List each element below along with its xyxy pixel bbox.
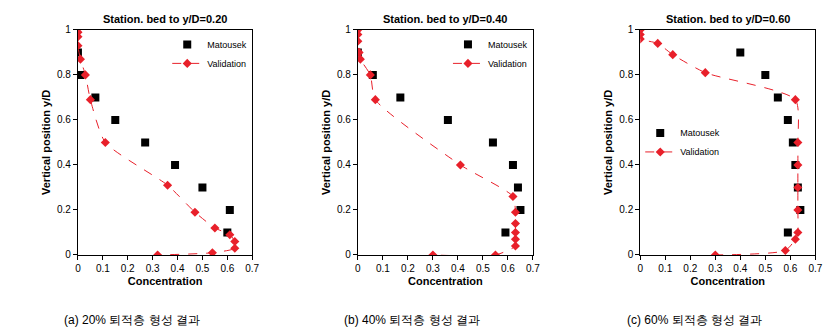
svg-text:(b) 40% 퇴적층 형성 결과: (b) 40% 퇴적층 형성 결과: [344, 313, 480, 327]
svg-text:0.2: 0.2: [121, 263, 135, 274]
svg-text:(a) 20% 퇴적층 형성 결과: (a) 20% 퇴적층 형성 결과: [64, 313, 200, 327]
svg-text:Vertical position y/D: Vertical position y/D: [602, 90, 614, 195]
svg-text:0.1: 0.1: [96, 263, 110, 274]
svg-text:0: 0: [355, 263, 361, 274]
svg-text:0.7: 0.7: [526, 263, 540, 274]
svg-text:0.1: 0.1: [376, 263, 390, 274]
svg-text:0.4: 0.4: [171, 263, 185, 274]
svg-text:0.2: 0.2: [401, 263, 415, 274]
svg-text:0: 0: [637, 263, 643, 274]
svg-text:Concentration: Concentration: [128, 275, 203, 287]
svg-text:1: 1: [628, 24, 634, 35]
svg-text:0.1: 0.1: [658, 263, 672, 274]
svg-text:0.3: 0.3: [146, 263, 160, 274]
svg-text:0.4: 0.4: [337, 159, 351, 170]
svg-text:0.7: 0.7: [245, 263, 259, 274]
svg-text:0.7: 0.7: [808, 263, 822, 274]
svg-text:Matousek: Matousek: [680, 128, 720, 138]
svg-text:0.6: 0.6: [783, 263, 797, 274]
svg-text:1: 1: [65, 24, 71, 35]
svg-text:0.8: 0.8: [57, 69, 71, 80]
svg-text:Concentration: Concentration: [408, 275, 483, 287]
svg-text:0: 0: [628, 249, 634, 260]
svg-text:Station. bed to y/D=0.20: Station. bed to y/D=0.20: [103, 13, 227, 25]
svg-text:0.5: 0.5: [195, 263, 209, 274]
svg-text:0.3: 0.3: [708, 263, 722, 274]
svg-text:Station. bed to y/D=0.40: Station. bed to y/D=0.40: [383, 13, 507, 25]
svg-text:0: 0: [65, 249, 71, 260]
svg-text:Validation: Validation: [207, 59, 246, 69]
svg-text:0.4: 0.4: [451, 263, 465, 274]
svg-text:Validation: Validation: [488, 59, 527, 69]
svg-text:0.4: 0.4: [619, 159, 633, 170]
svg-text:0.6: 0.6: [337, 114, 351, 125]
svg-text:0.5: 0.5: [758, 263, 772, 274]
svg-text:Matousek: Matousek: [488, 40, 528, 50]
svg-text:Vertical position y/D: Vertical position y/D: [40, 90, 52, 195]
svg-text:0.6: 0.6: [619, 114, 633, 125]
svg-text:0.3: 0.3: [426, 263, 440, 274]
svg-text:0.2: 0.2: [683, 263, 697, 274]
svg-text:0: 0: [75, 263, 81, 274]
svg-text:0.8: 0.8: [337, 69, 351, 80]
svg-text:0.6: 0.6: [57, 114, 71, 125]
svg-text:1: 1: [345, 24, 351, 35]
svg-text:0.6: 0.6: [220, 263, 234, 274]
svg-text:Station. bed to y/D=0.60: Station. bed to y/D=0.60: [666, 13, 790, 25]
svg-text:Concentration: Concentration: [691, 275, 766, 287]
svg-text:0.5: 0.5: [476, 263, 490, 274]
svg-text:0.2: 0.2: [619, 204, 633, 215]
svg-text:0.8: 0.8: [619, 69, 633, 80]
svg-text:0.2: 0.2: [337, 204, 351, 215]
svg-text:0: 0: [345, 249, 351, 260]
svg-text:Validation: Validation: [680, 147, 719, 157]
svg-text:Matousek: Matousek: [207, 40, 247, 50]
svg-text:0.4: 0.4: [57, 159, 71, 170]
svg-text:0.2: 0.2: [57, 204, 71, 215]
svg-text:Vertical position y/D: Vertical position y/D: [320, 90, 332, 195]
svg-text:(c) 60% 퇴적층 형성 결과: (c) 60% 퇴적층 형성 결과: [627, 313, 762, 327]
svg-text:0.4: 0.4: [733, 263, 747, 274]
svg-text:0.6: 0.6: [501, 263, 515, 274]
